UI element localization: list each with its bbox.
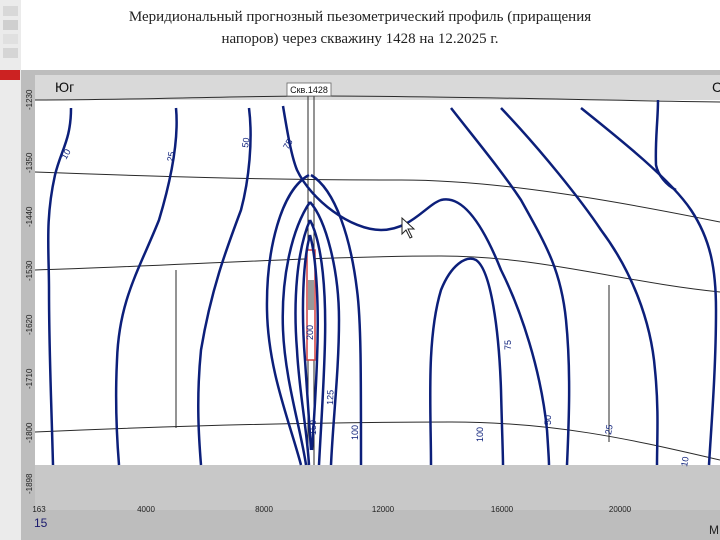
contour-label: 50 (543, 415, 553, 425)
y-tick-label: -1530 (25, 260, 34, 281)
contour-label: 10 (59, 147, 73, 161)
y-axis: -1230 -1350 -1440 -1530 -1620 -1710 -180… (25, 89, 34, 494)
x-tick-label: 12000 (372, 505, 395, 514)
strip-tile (3, 20, 18, 30)
y-tick-label: -1230 (25, 89, 34, 110)
south-label: Юг (55, 79, 74, 95)
contour-label: 100 (475, 427, 485, 442)
contour-label: 25 (165, 151, 177, 163)
contour-line (197, 107, 252, 466)
title-line-2: напоров) через скважину 1428 на 12.2025 … (221, 31, 499, 47)
well-label-box (286, 82, 332, 97)
contour-label: 25 (603, 424, 615, 436)
contour-label-group: 10 25 50 75 100 125 150 200 75 100 50 25… (59, 137, 691, 467)
left-decorative-strip (0, 0, 21, 540)
well-filter (308, 280, 314, 310)
x-tick-label: 16000 (491, 505, 514, 514)
contour-label: 200 (305, 325, 315, 340)
x-tick-label: 8000 (255, 505, 273, 514)
contour-line (46, 107, 73, 466)
strip-tile (3, 48, 18, 58)
y-tick-label: -1898 (25, 473, 34, 494)
y-tick-label: -1800 (25, 422, 34, 443)
x-axis-fragment: М (709, 523, 719, 537)
section-area (35, 100, 720, 465)
page-number: 15 (34, 516, 48, 530)
y-tick-label: -1350 (25, 152, 34, 173)
strip-tile (3, 6, 18, 16)
contour-label: 125 (325, 390, 336, 405)
contour-line (281, 105, 551, 466)
contour-label: 100 (350, 425, 360, 440)
mouse-pointer-icon (401, 216, 416, 239)
contour-line (500, 107, 659, 466)
x-tick-label: 163 (32, 505, 46, 514)
slide-title: Меридиональный прогнозный пьезометрическ… (60, 6, 660, 50)
layer-line (34, 171, 720, 223)
bottom-band (35, 465, 720, 510)
contour-line (301, 234, 319, 451)
y-tick-label: -1710 (25, 368, 34, 389)
x-axis: 163 4000 8000 12000 16000 20000 М (32, 505, 719, 537)
contour-label: 10 (679, 456, 691, 468)
red-accent-bar (0, 70, 20, 80)
contour-line (654, 99, 677, 192)
well-label: Скв.1428 (290, 85, 328, 95)
contour-line (265, 173, 363, 466)
layer-line (34, 421, 720, 461)
strip-tile (3, 34, 18, 44)
contour-line (428, 257, 505, 466)
piezometric-profile: Скв.1428 10 25 50 75 100 125 (21, 70, 720, 540)
y-tick-label: -1440 (25, 206, 34, 227)
contour-label: 50 (240, 137, 251, 148)
contour-line (114, 107, 178, 466)
north-label: С (712, 79, 720, 95)
contour-lines (46, 99, 718, 466)
contour-line (281, 201, 341, 466)
layer-line (34, 255, 720, 293)
contour-line (450, 107, 571, 466)
x-tick-label: 20000 (609, 505, 632, 514)
x-tick-label: 4000 (137, 505, 155, 514)
contour-label: 150 (308, 420, 318, 435)
contour-label: 75 (281, 137, 295, 151)
contour-line (580, 107, 718, 466)
contour-line (294, 219, 327, 466)
title-line-1: Меридиональный прогнозный пьезометрическ… (128, 9, 592, 25)
contour-label: 75 (503, 340, 513, 350)
y-tick-label: -1620 (25, 314, 34, 335)
